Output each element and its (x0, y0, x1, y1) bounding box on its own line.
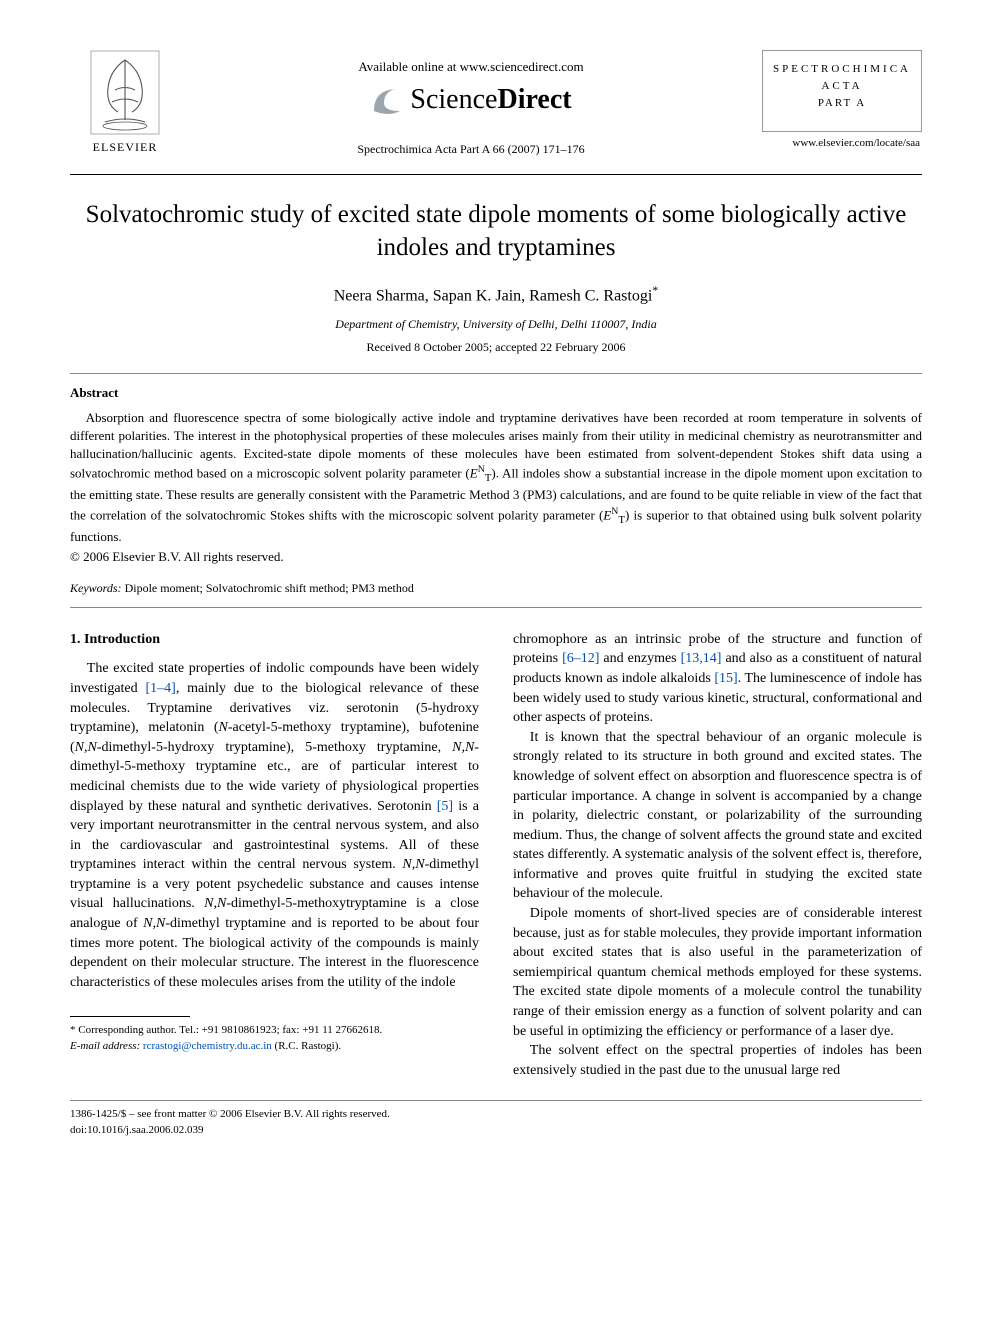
available-online-line: Available online at www.sciencedirect.co… (180, 58, 762, 76)
article-title: Solvatochromic study of excited state di… (70, 199, 922, 264)
page-container: ELSEVIER Available online at www.science… (0, 0, 992, 1168)
intro-paragraph-2: It is known that the spectral behaviour … (513, 728, 922, 904)
sd-direct: Direct (497, 84, 571, 115)
header-rule (70, 174, 922, 175)
footer-issn: 1386-1425/$ – see front matter © 2006 El… (70, 1107, 390, 1122)
intro-paragraph-1-cont: chromophore as an intrinsic probe of the… (513, 630, 922, 728)
elsevier-tree-icon (90, 50, 160, 135)
footnote-email-suffix: (R.C. Rastogi). (272, 1040, 341, 1052)
left-column: 1. Introduction The excited state proper… (70, 630, 479, 1081)
keywords-line: Keywords: Dipole moment; Solvatochromic … (70, 580, 922, 597)
body-columns: 1. Introduction The excited state proper… (70, 630, 922, 1081)
article-dates: Received 8 October 2005; accepted 22 Feb… (70, 339, 922, 356)
l-p1j: N,N (402, 857, 424, 872)
l-p1c: N (219, 720, 228, 735)
elsevier-label: ELSEVIER (70, 139, 180, 156)
footnote-block: * Corresponding author. Tel.: +91 981086… (70, 1023, 479, 1054)
abstract-top-rule (70, 373, 922, 374)
sciencedirect-wordmark: ScienceDirect (410, 80, 571, 119)
sciencedirect-logo: ScienceDirect (180, 80, 762, 119)
journal-box-line1: SPECTROCHIMICA (769, 61, 915, 78)
footnote-corr: * Corresponding author. Tel.: +91 981086… (70, 1023, 479, 1038)
r-p1b: and enzymes (599, 651, 680, 666)
journal-box-line2: ACTA (769, 78, 915, 95)
elsevier-logo-block: ELSEVIER (70, 50, 180, 156)
abstract-body: Absorption and fluorescence spectra of s… (70, 409, 922, 546)
footnote-email-label: E-mail address: (70, 1040, 140, 1052)
footer-doi: doi:10.1016/j.saa.2006.02.039 (70, 1123, 390, 1138)
keywords-label: Keywords: (70, 581, 122, 595)
abs-etn-sup: N (478, 464, 485, 475)
section-1-heading: 1. Introduction (70, 630, 479, 650)
right-column: chromophore as an intrinsic probe of the… (513, 630, 922, 1081)
abstract-heading: Abstract (70, 384, 922, 402)
journal-url: www.elsevier.com/locate/saa (762, 136, 922, 151)
journal-box-part: PART A (769, 96, 915, 111)
page-footer: 1386-1425/$ – see front matter © 2006 El… (70, 1100, 922, 1138)
ref-link-15[interactable]: [15] (714, 671, 737, 686)
keywords-rule (70, 607, 922, 608)
ref-link-1-4[interactable]: [1–4] (145, 681, 175, 696)
affiliation: Department of Chemistry, University of D… (70, 316, 922, 333)
footnote-email-line: E-mail address: rcrastogi@chemistry.du.a… (70, 1039, 479, 1054)
intro-paragraph-3: Dipole moments of short-lived species ar… (513, 904, 922, 1041)
l-p1l: N,N (204, 896, 226, 911)
ref-link-5[interactable]: [5] (437, 799, 453, 814)
journal-box-wrapper: SPECTROCHIMICA ACTA PART A www.elsevier.… (762, 50, 922, 152)
l-p1e: N,N (75, 740, 97, 755)
header-row: ELSEVIER Available online at www.science… (70, 50, 922, 158)
author-list: Neera Sharma, Sapan K. Jain, Ramesh C. R… (70, 282, 922, 308)
footer-left: 1386-1425/$ – see front matter © 2006 El… (70, 1107, 390, 1138)
corresponding-marker: * (652, 283, 658, 297)
sd-science: Science (410, 84, 497, 115)
footnote-separator (70, 1016, 190, 1017)
keywords-text: Dipole moment; Solvatochromic shift meth… (122, 581, 414, 595)
intro-paragraph-1: The excited state properties of indolic … (70, 659, 479, 992)
abstract-copyright: © 2006 Elsevier B.V. All rights reserved… (70, 548, 922, 566)
ref-link-13-14[interactable]: [13,14] (681, 651, 722, 666)
l-p1g: N,N (452, 740, 474, 755)
abstract-paragraph: Absorption and fluorescence spectra of s… (70, 409, 922, 546)
journal-reference: Spectrochimica Acta Part A 66 (2007) 171… (180, 141, 762, 158)
sciencedirect-swoosh-icon (370, 83, 404, 117)
l-p1n: N,N (143, 916, 165, 931)
intro-paragraph-4: The solvent effect on the spectral prope… (513, 1041, 922, 1080)
footnote-email-link[interactable]: rcrastogi@chemistry.du.ac.in (143, 1040, 272, 1052)
authors-text: Neera Sharma, Sapan K. Jain, Ramesh C. R… (334, 288, 653, 305)
abs-etn-e: E (470, 466, 478, 481)
l-p1f: -dimethyl-5-hydroxy tryptamine), 5-metho… (97, 740, 452, 755)
ref-link-6-12[interactable]: [6–12] (562, 651, 599, 666)
abs-etn-sub2: T (618, 513, 625, 525)
header-center: Available online at www.sciencedirect.co… (180, 50, 762, 158)
journal-title-box: SPECTROCHIMICA ACTA PART A (762, 50, 922, 132)
